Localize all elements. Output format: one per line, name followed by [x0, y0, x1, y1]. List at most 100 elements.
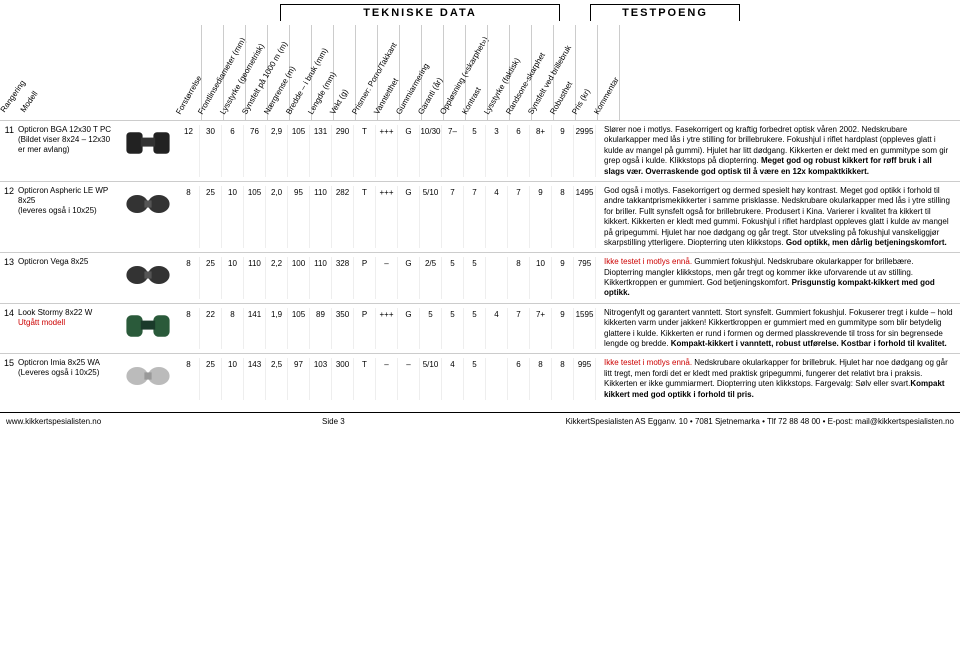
model: Opticron BGA 12x30 T PC(Bildet viser 8x2… [18, 125, 118, 177]
cell: 8 [178, 186, 200, 248]
cell: 9 [552, 308, 574, 350]
cell: 7– [442, 125, 464, 177]
cell: 1595 [574, 308, 596, 350]
thumb [118, 308, 178, 350]
cell: 25 [200, 257, 222, 299]
cell: 4 [486, 186, 508, 248]
cell: 350 [332, 308, 354, 350]
rank: 12 [0, 186, 18, 248]
comment: Nitrogenfylt og garantert vanntett. Stor… [596, 308, 960, 350]
table-row: 14Look Stormy 8x22 WUtgått modell8228141… [0, 303, 960, 354]
cell: 8 [178, 308, 200, 350]
cell: 795 [574, 257, 596, 299]
cell: 12 [178, 125, 200, 177]
cell: 8 [222, 308, 244, 350]
cell: 8 [508, 257, 530, 299]
thumb [118, 358, 178, 400]
cell: 76 [244, 125, 266, 177]
comment: Slører noe i motlys. Fasekorrigert og kr… [596, 125, 960, 177]
cell: 110 [310, 186, 332, 248]
cell: 89 [310, 308, 332, 350]
thumb [118, 257, 178, 299]
cell: 7 [508, 186, 530, 248]
cell: 8 [178, 358, 200, 400]
cell: 5 [420, 308, 442, 350]
cell: 141 [244, 308, 266, 350]
cell: 1,9 [266, 308, 288, 350]
cell: 328 [332, 257, 354, 299]
cell: – [376, 358, 398, 400]
cell: G [398, 125, 420, 177]
cell: 4 [486, 308, 508, 350]
cell: – [398, 358, 420, 400]
cell: 30 [200, 125, 222, 177]
cell: 5 [464, 257, 486, 299]
cell: G [398, 257, 420, 299]
cell: 5/10 [420, 186, 442, 248]
cell: 8 [178, 257, 200, 299]
cell: 8+ [530, 125, 552, 177]
cell: 7 [442, 186, 464, 248]
cell: G [398, 308, 420, 350]
footer-right: KikkertSpesialisten AS Egganv. 10 • 7081… [566, 417, 954, 426]
cell: 95 [288, 186, 310, 248]
cell: 6 [222, 125, 244, 177]
cell: G [398, 186, 420, 248]
cell: T [354, 358, 376, 400]
cell: 10 [222, 186, 244, 248]
model: Opticron Imia 8x25 WA(Leveres også i 10x… [18, 358, 118, 400]
thumb [118, 186, 178, 248]
cell: 300 [332, 358, 354, 400]
rank: 14 [0, 308, 18, 350]
cell: 5 [464, 308, 486, 350]
cell: 110 [244, 257, 266, 299]
section-title-score: TESTPOENG [590, 4, 740, 21]
cell: 131 [310, 125, 332, 177]
cell: 5 [442, 308, 464, 350]
cell: 25 [200, 186, 222, 248]
cell: 100 [288, 257, 310, 299]
cell: 10 [222, 257, 244, 299]
cell: 3 [486, 125, 508, 177]
cell: 7+ [530, 308, 552, 350]
cell: 97 [288, 358, 310, 400]
cell: 1495 [574, 186, 596, 248]
cell: T [354, 125, 376, 177]
table-row: 12Opticron Aspheric LE WP 8x25(leveres o… [0, 181, 960, 252]
footer-left: www.kikkertspesialisten.no [6, 417, 101, 426]
comment: God også i motlys. Fasekorrigert og derm… [596, 186, 960, 248]
cell: 995 [574, 358, 596, 400]
rank: 15 [0, 358, 18, 400]
cell: 8 [530, 358, 552, 400]
cell: 2,9 [266, 125, 288, 177]
model: Opticron Aspheric LE WP 8x25(leveres ogs… [18, 186, 118, 248]
cell: 4 [442, 358, 464, 400]
cell: 2/5 [420, 257, 442, 299]
cell: 105 [288, 125, 310, 177]
cell: +++ [376, 125, 398, 177]
head-modell: Modell [19, 90, 40, 114]
cell: 7 [464, 186, 486, 248]
cell: 2,2 [266, 257, 288, 299]
cell: 25 [200, 358, 222, 400]
cell: – [376, 257, 398, 299]
cell: T [354, 186, 376, 248]
cell: 5/10 [420, 358, 442, 400]
footer-mid: Side 3 [322, 417, 345, 426]
model: Look Stormy 8x22 WUtgått modell [18, 308, 118, 350]
cell: 290 [332, 125, 354, 177]
cell: P [354, 308, 376, 350]
cell: 22 [200, 308, 222, 350]
comment: Ikke testet i motlys ennå. Gummiert foku… [596, 257, 960, 299]
cell: 10/30 [420, 125, 442, 177]
table-row: 15Opticron Imia 8x25 WA(Leveres også i 1… [0, 353, 960, 404]
section-title-tech: TEKNISKE DATA [280, 4, 560, 21]
model: Opticron Vega 8x25 [18, 257, 118, 299]
cell: 10 [530, 257, 552, 299]
cell: 282 [332, 186, 354, 248]
cell: 2995 [574, 125, 596, 177]
cell: 5 [442, 257, 464, 299]
cell: 103 [310, 358, 332, 400]
rank: 13 [0, 257, 18, 299]
cell: 105 [244, 186, 266, 248]
